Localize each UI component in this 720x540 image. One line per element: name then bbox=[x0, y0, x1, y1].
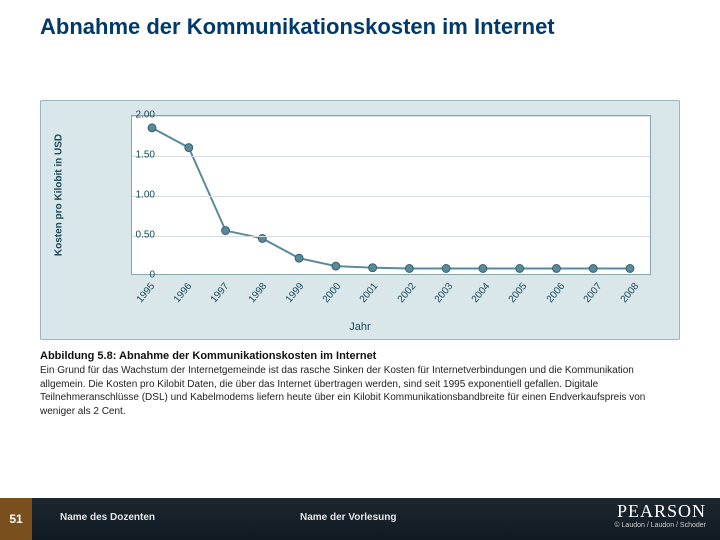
x-tick-label: 1995 bbox=[123, 281, 157, 319]
data-marker bbox=[148, 124, 156, 132]
data-marker bbox=[589, 265, 597, 273]
x-tick-label: 1996 bbox=[161, 281, 195, 319]
x-tick-label: 2001 bbox=[347, 281, 381, 319]
data-line bbox=[152, 128, 630, 269]
footer-left: Name des Dozenten bbox=[60, 512, 155, 523]
gridline bbox=[132, 156, 650, 157]
data-marker bbox=[442, 265, 450, 273]
caption-title: Abbildung 5.8: Abnahme der Kommunikation… bbox=[40, 350, 680, 362]
gridline bbox=[132, 236, 650, 237]
brand-logo: PEARSON bbox=[614, 502, 706, 520]
slide: Abnahme der Kommunikationskosten im Inte… bbox=[0, 0, 720, 540]
y-tick-label: 0 bbox=[95, 270, 155, 281]
data-marker bbox=[369, 264, 377, 272]
x-tick-label: 2007 bbox=[570, 281, 604, 319]
data-marker bbox=[552, 265, 560, 273]
brand-block: PEARSON © Laudon / Laudon / Schoder bbox=[614, 502, 706, 529]
y-tick-label: 2.00 bbox=[95, 110, 155, 121]
x-tick-label: 1998 bbox=[235, 281, 269, 319]
footer-center: Name der Vorlesung bbox=[300, 512, 397, 523]
x-tick-label: 2004 bbox=[458, 281, 492, 319]
figure-caption: Abbildung 5.8: Abnahme der Kommunikation… bbox=[40, 350, 680, 418]
x-tick-label: 2008 bbox=[607, 281, 641, 319]
plot-area bbox=[131, 115, 651, 275]
x-tick-label: 2003 bbox=[421, 281, 455, 319]
footer-bar: 51 Name des Dozenten Name der Vorlesung … bbox=[0, 498, 720, 540]
x-tick-label: 1999 bbox=[272, 281, 306, 319]
data-marker bbox=[332, 262, 340, 270]
x-tick-label: 2005 bbox=[496, 281, 530, 319]
x-tick-label: 1997 bbox=[198, 281, 232, 319]
x-tick-label: 2000 bbox=[309, 281, 343, 319]
y-tick-label: 0.50 bbox=[95, 230, 155, 241]
data-marker bbox=[295, 254, 303, 262]
x-axis-label: Jahr bbox=[41, 321, 679, 333]
chart-svg bbox=[132, 116, 650, 274]
y-tick-label: 1.50 bbox=[95, 150, 155, 161]
gridline bbox=[132, 116, 650, 117]
x-tick-label: 2006 bbox=[533, 281, 567, 319]
data-marker bbox=[185, 144, 193, 152]
caption-body: Ein Grund für das Wachstum der Internetg… bbox=[40, 364, 680, 418]
x-tick-label: 2002 bbox=[384, 281, 418, 319]
gridline bbox=[132, 196, 650, 197]
copyright: © Laudon / Laudon / Schoder bbox=[614, 522, 706, 529]
chart-container: Kosten pro Kilobit in USD Jahr 0 0.50 1.00… bbox=[40, 100, 680, 340]
page-title: Abnahme der Kommunikationskosten im Inte… bbox=[40, 14, 680, 40]
data-marker bbox=[405, 265, 413, 273]
data-marker bbox=[516, 265, 524, 273]
page-number: 51 bbox=[0, 498, 32, 540]
data-marker bbox=[479, 265, 487, 273]
data-marker bbox=[626, 265, 634, 273]
y-tick-label: 1.00 bbox=[95, 190, 155, 201]
y-axis-label: Kosten pro Kilobit in USD bbox=[54, 134, 65, 256]
data-marker bbox=[222, 227, 230, 235]
